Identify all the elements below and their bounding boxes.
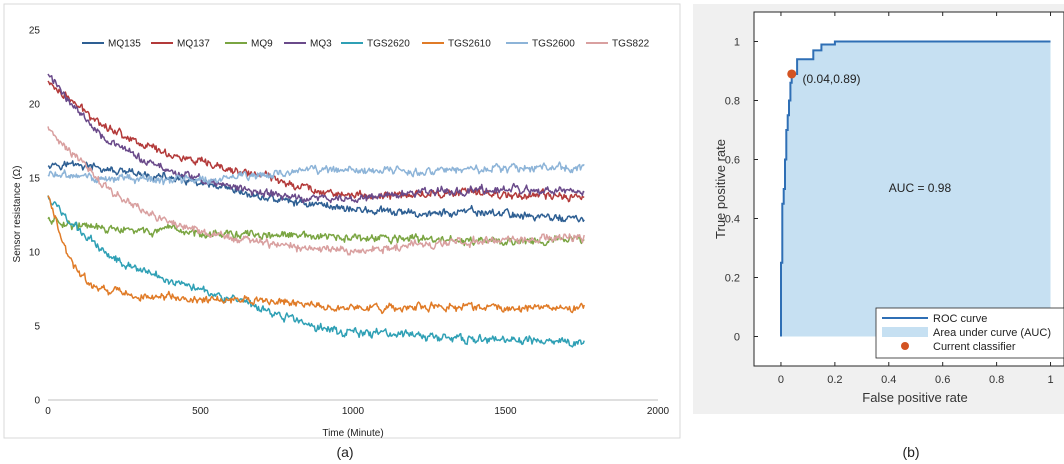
chart-a: 0 500 1000 1500 2000 0 5 10 15 20 25 MQ135 MQ137 MQ9… (3, 3, 681, 460)
roc-xtick-label: 0.6 (935, 374, 950, 386)
chart-a-series (47, 73, 585, 348)
chart-a-xtick-label: 1000 (342, 406, 365, 417)
chart-a-axes: 0 500 1000 1500 2000 0 5 10 15 20 25 (29, 26, 670, 418)
chart-b-legend: ROC curve Area under curve (AUC) Current c… (875, 307, 1064, 359)
roc-legend-label: Area under curve (AUC) (933, 327, 1051, 339)
chart-b-xlabel: False positive rate (862, 390, 968, 405)
legend-swatch-classifier (901, 342, 909, 350)
roc-legend-label: ROC curve (933, 313, 987, 325)
legend-label-tgs2620: TGS2620 (367, 39, 410, 50)
legend-label-mq9: MQ9 (251, 39, 273, 50)
chart-a-ytick-label: 15 (29, 174, 41, 185)
roc-xtick-label: 1 (1047, 374, 1053, 386)
panel-label-b: (b) (902, 444, 919, 460)
classifier-annotation: (0.04,0.89) (803, 72, 861, 86)
series-line-tgs2610 (47, 195, 585, 315)
legend-swatch-auc (882, 327, 928, 337)
roc-ytick-label: 0.4 (725, 214, 740, 226)
series-line-tgs2600 (47, 161, 585, 186)
legend-label-mq3: MQ3 (310, 39, 332, 50)
chart-a-xtick-label: 1500 (494, 406, 517, 417)
auc-area (780, 41, 1051, 337)
legend-label-tgs2600: TGS2600 (532, 39, 575, 50)
roc-xtick-label: 0.8 (989, 374, 1004, 386)
roc-xtick-label: 0.4 (881, 374, 896, 386)
auc-annotation: AUC = 0.98 (889, 181, 952, 195)
chart-a-ytick-label: 25 (29, 26, 41, 37)
roc-curve (780, 40, 1051, 337)
roc-xtick-label: 0.2 (827, 374, 842, 386)
chart-a-ytick-label: 0 (34, 396, 40, 407)
chart-a-legend: MQ135 MQ137 MQ9 MQ3 TGS2620 TGS2610 TGS2600 TGS… (82, 39, 650, 50)
chart-a-xlabel: Time (Minute) (322, 428, 383, 439)
roc-legend-label: Current classifier (933, 341, 1016, 353)
legend-label-tgs822: TGS822 (612, 39, 650, 50)
chart-a-ylabel: Sensor resistance (Ω) (12, 166, 23, 263)
chart-a-ytick-label: 5 (34, 322, 40, 333)
chart-a-xtick-label: 500 (192, 406, 209, 417)
chart-a-xtick-label: 0 (45, 406, 51, 417)
chart-a-ytick-label: 20 (29, 100, 41, 111)
series-line-mq135 (47, 160, 585, 223)
chart-a-xtick-label: 2000 (647, 406, 670, 417)
series-line-mq137 (47, 80, 585, 203)
chart-b: (0.04,0.89) AUC = 0.98 0 0.2 0.4 0.6 0.8 1 0 0.2… (693, 4, 1064, 460)
series-line-tgs2620 (47, 195, 585, 348)
chart-a-frame (3, 3, 681, 439)
roc-ytick-label: 0.6 (725, 155, 740, 167)
roc-xtick-label: 0 (778, 374, 784, 386)
chart-b-ylabel: True positive rate (713, 139, 728, 239)
legend-label-tgs2610: TGS2610 (448, 39, 491, 50)
chart-a-ytick-label: 10 (29, 248, 41, 259)
roc-ytick-label: 1 (734, 37, 740, 49)
legend-label-mq135: MQ135 (108, 39, 141, 50)
roc-ytick-label: 0.8 (725, 96, 740, 108)
series-line-tgs822 (47, 126, 585, 256)
current-classifier-point (787, 69, 797, 79)
panel-label-a: (a) (336, 444, 353, 460)
series-line-mq3 (47, 73, 585, 204)
roc-ytick-label: 0.2 (725, 273, 740, 285)
roc-ytick-label: 0 (734, 332, 740, 344)
legend-label-mq137: MQ137 (177, 39, 210, 50)
chart-b-plot: (0.04,0.89) AUC = 0.98 (753, 11, 1064, 367)
chart-b-axes: 0 0.2 0.4 0.6 0.8 1 0 0.2 0.4 0.6 0.8 1 (725, 12, 1054, 386)
